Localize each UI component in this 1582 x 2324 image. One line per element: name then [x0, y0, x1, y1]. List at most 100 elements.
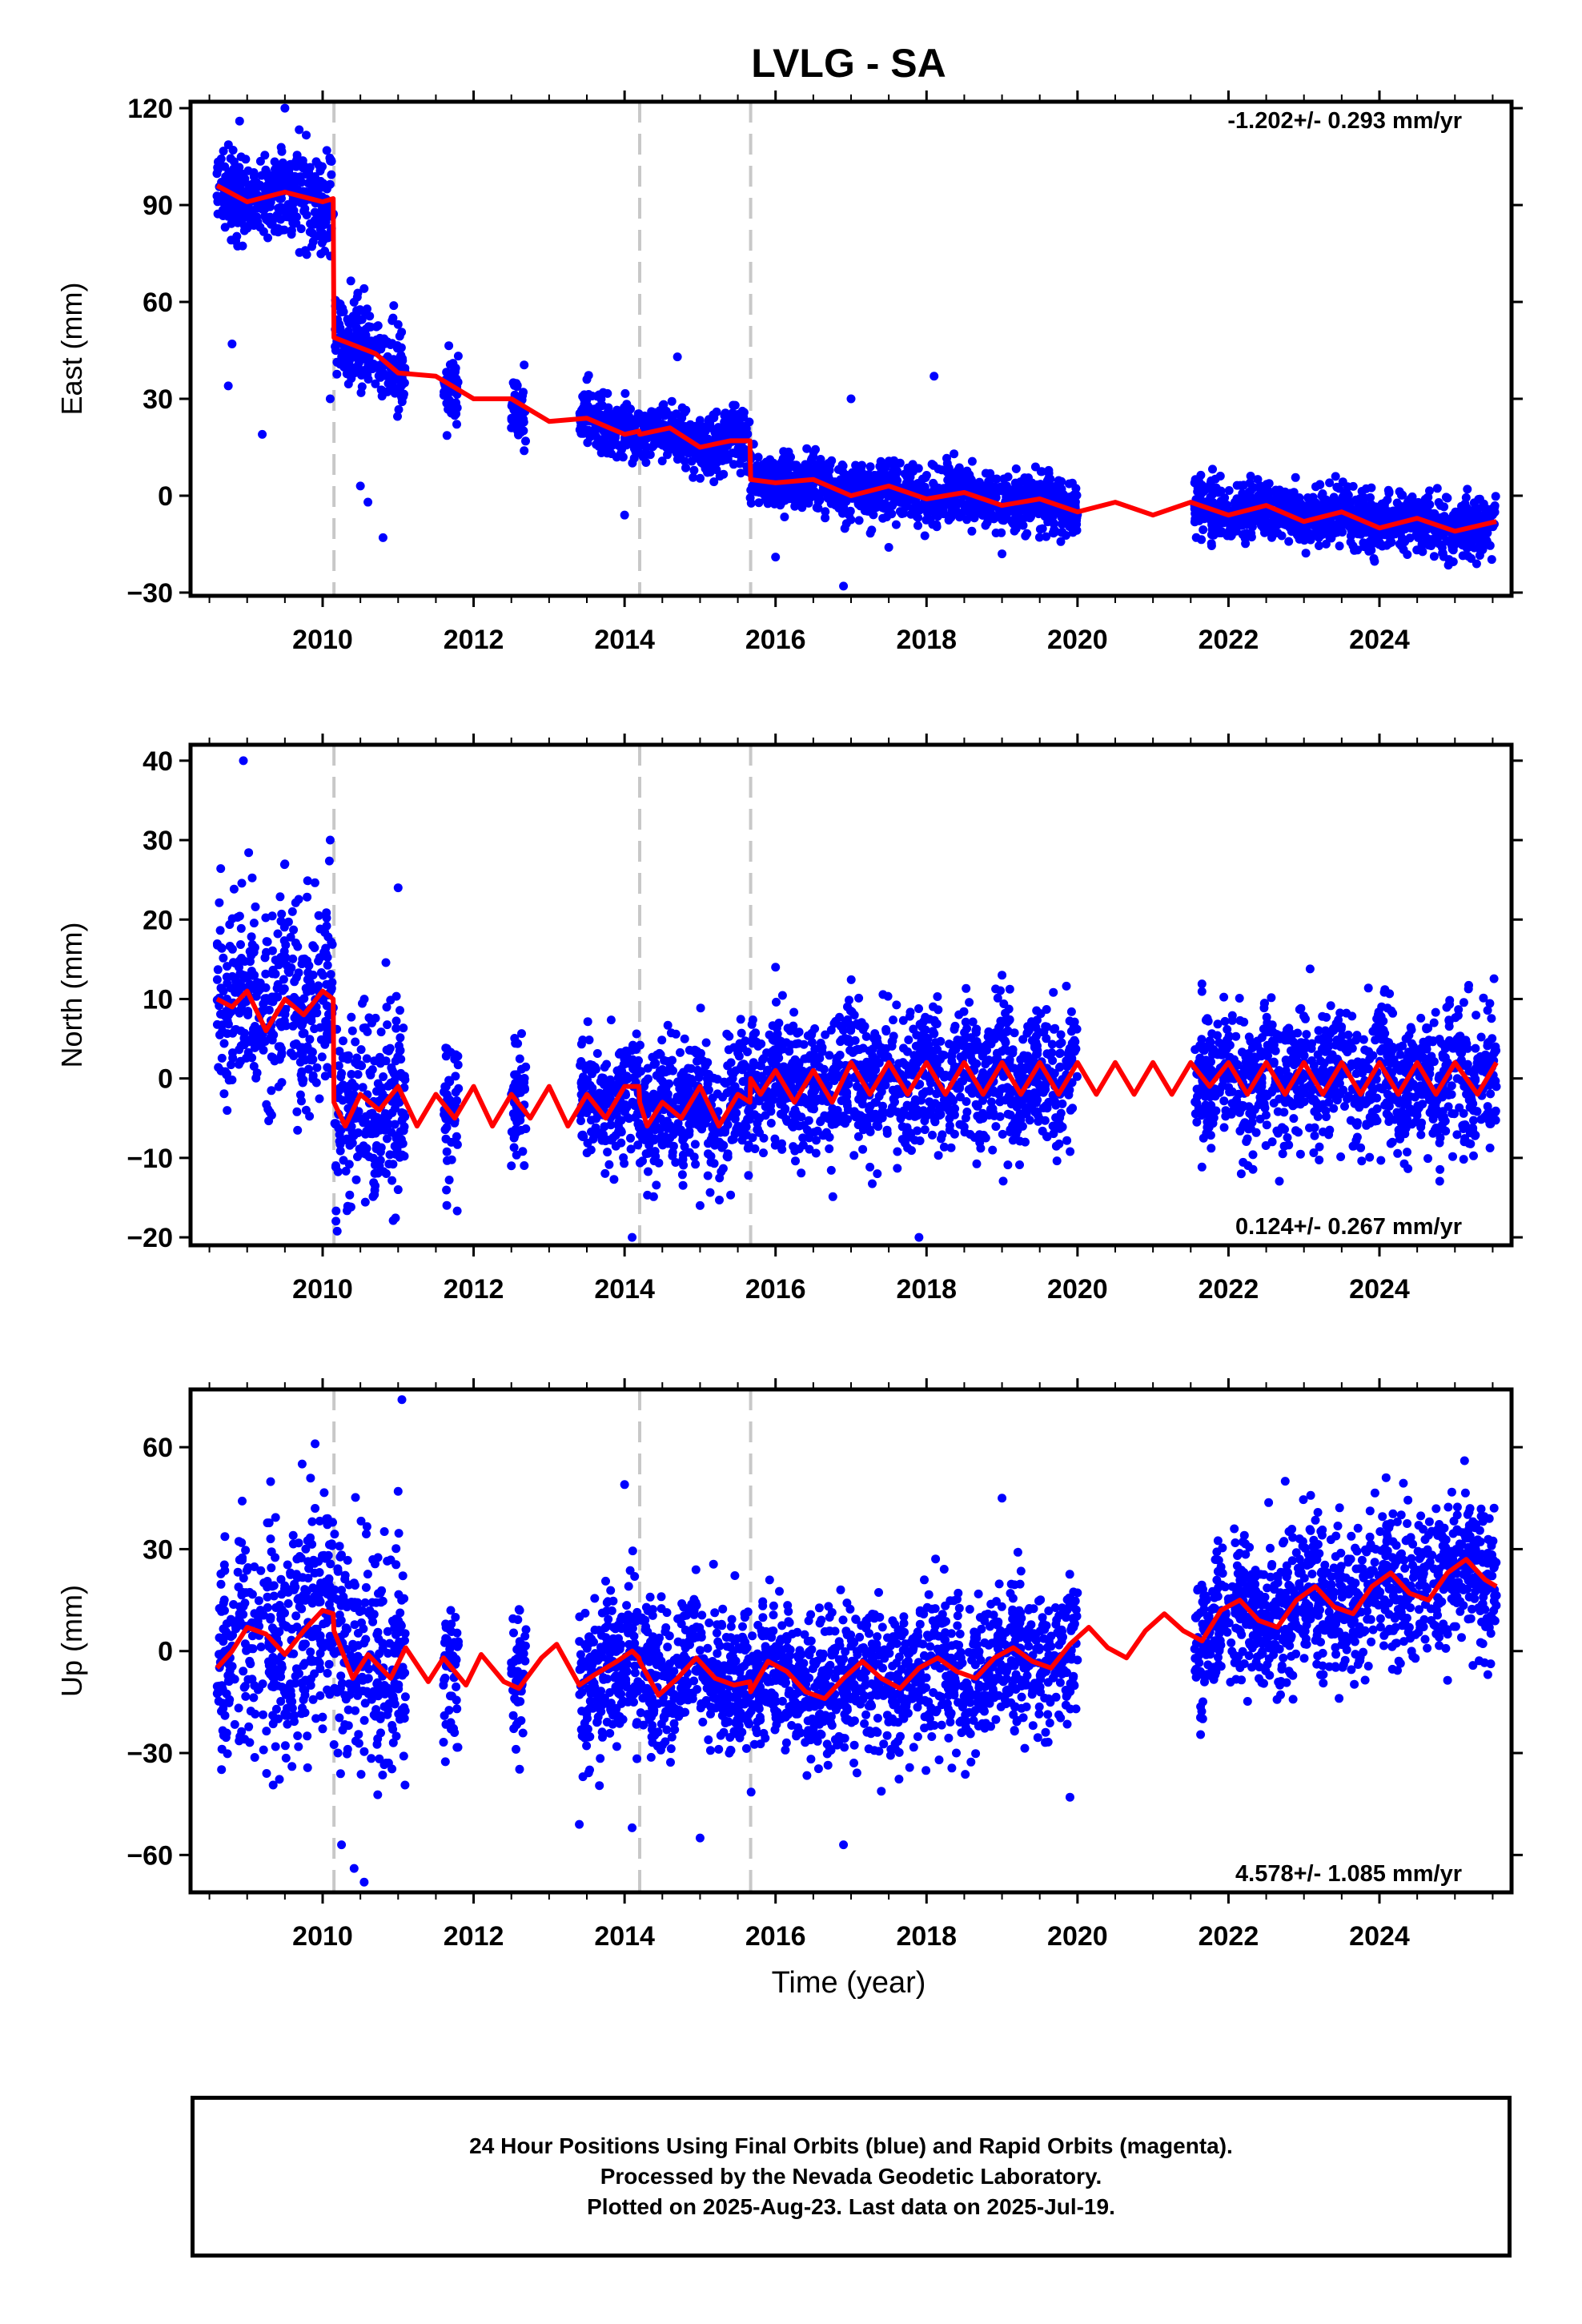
data-point [1370, 557, 1379, 566]
data-point [382, 1045, 391, 1055]
data-point [1208, 484, 1218, 493]
data-point [1487, 555, 1496, 565]
data-point [521, 1062, 531, 1072]
data-point [387, 1176, 397, 1185]
data-point [369, 1178, 379, 1188]
data-point [684, 448, 693, 458]
data-point [363, 1027, 372, 1036]
data-point [1302, 521, 1311, 531]
data-point [763, 499, 773, 509]
data-point [1208, 464, 1217, 474]
data-point [932, 522, 942, 532]
data-point [212, 975, 222, 984]
data-point [449, 375, 459, 384]
data-point [278, 158, 287, 167]
data-point [950, 449, 959, 459]
y-tick-label: −30 [126, 578, 173, 609]
data-point [516, 1088, 525, 1097]
data-point [217, 1053, 227, 1063]
data-point [304, 1064, 313, 1074]
data-point [659, 400, 669, 409]
data-point [247, 1053, 257, 1063]
data-point [1015, 1160, 1024, 1169]
data-point [231, 975, 241, 985]
y-tick-label: 60 [143, 287, 173, 318]
data-point [400, 1152, 409, 1161]
data-point [1378, 503, 1387, 513]
data-point [845, 476, 855, 485]
data-point [677, 423, 686, 432]
data-point [293, 185, 303, 195]
data-point [584, 1035, 594, 1045]
data-point [826, 1165, 836, 1175]
data-point [600, 1063, 609, 1072]
data-point [396, 1006, 404, 1015]
data-point [1471, 513, 1480, 523]
data-point [273, 992, 283, 1002]
data-point [1403, 550, 1412, 559]
data-point [215, 1030, 224, 1039]
x-tick-label: 2012 [444, 625, 504, 655]
data-point [353, 1070, 363, 1080]
data-point [865, 462, 875, 472]
data-point [367, 1018, 376, 1027]
data-point [339, 362, 349, 372]
data-point [391, 991, 401, 1001]
data-point [443, 1156, 452, 1165]
data-point [219, 147, 228, 156]
data-point [353, 1128, 363, 1137]
data-point [229, 884, 239, 894]
data-point [451, 364, 460, 373]
data-point [371, 1127, 380, 1136]
data-point [672, 409, 681, 419]
data-point [813, 502, 822, 512]
data-point [305, 227, 315, 237]
data-point [662, 443, 671, 452]
data-point [327, 983, 336, 993]
data-point [685, 420, 695, 429]
data-point [442, 1147, 452, 1156]
data-point [739, 453, 749, 463]
data-point [944, 511, 954, 521]
data-point [247, 951, 256, 960]
data-point [1195, 507, 1204, 517]
data-point [212, 1019, 222, 1029]
data-point [942, 453, 951, 463]
data-point [1470, 543, 1479, 553]
data-point [370, 1056, 379, 1066]
data-point [1384, 487, 1394, 497]
data-point [344, 356, 354, 366]
data-point [512, 1150, 521, 1160]
data-point [515, 1054, 524, 1063]
data-point [1207, 476, 1216, 485]
data-point [261, 913, 271, 923]
data-point [225, 942, 235, 951]
data-point [1220, 493, 1230, 503]
data-point [641, 420, 650, 430]
data-point [387, 1128, 396, 1137]
data-point [216, 983, 226, 993]
data-point [870, 1098, 880, 1108]
data-point [913, 479, 922, 488]
data-point [626, 1133, 635, 1143]
data-point [1337, 521, 1347, 531]
outlier-point [378, 533, 387, 542]
data-point [388, 313, 398, 323]
data-point [892, 1000, 901, 1010]
data-point [362, 1054, 371, 1063]
data-point [247, 932, 256, 942]
data-point [272, 983, 282, 993]
data-point [1191, 533, 1201, 542]
data-point [1355, 499, 1364, 509]
data-point [343, 380, 353, 388]
data-point [271, 165, 279, 174]
data-point [1452, 515, 1462, 525]
data-point [1413, 533, 1423, 542]
data-point [215, 898, 224, 907]
data-point [259, 227, 268, 236]
data-point [709, 477, 719, 487]
data-point [1307, 500, 1316, 509]
data-point [231, 199, 241, 208]
data-point [295, 1057, 305, 1067]
data-point [219, 1089, 229, 1099]
